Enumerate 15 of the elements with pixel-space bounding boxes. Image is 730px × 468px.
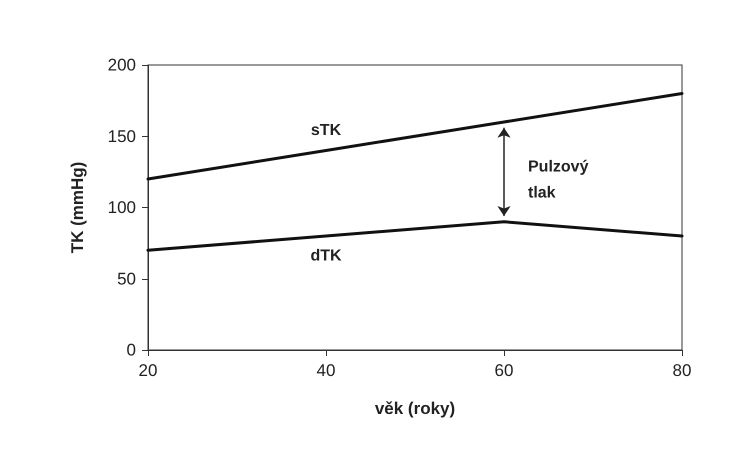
y-tick-label: 50 [117,269,136,288]
y-axis-title: TK (mmHg) [68,162,87,254]
x-axis-title: věk (roky) [374,399,456,418]
line-series [146,92,684,180]
y-tick-label: 150 [108,126,136,146]
x-tick-label: 80 [672,361,692,380]
x-tick-label: 60 [494,361,514,380]
y-tick-label: 200 [108,56,136,74]
x-tick-label: 20 [138,361,158,380]
annotation: Pulzový tlak [528,158,593,202]
series-label: sTK [310,122,342,139]
y-tick-label: 0 [126,340,136,360]
x-tick-label: 40 [316,361,336,380]
y-tick-label: 100 [108,198,136,217]
series-label: dTK [310,248,342,264]
